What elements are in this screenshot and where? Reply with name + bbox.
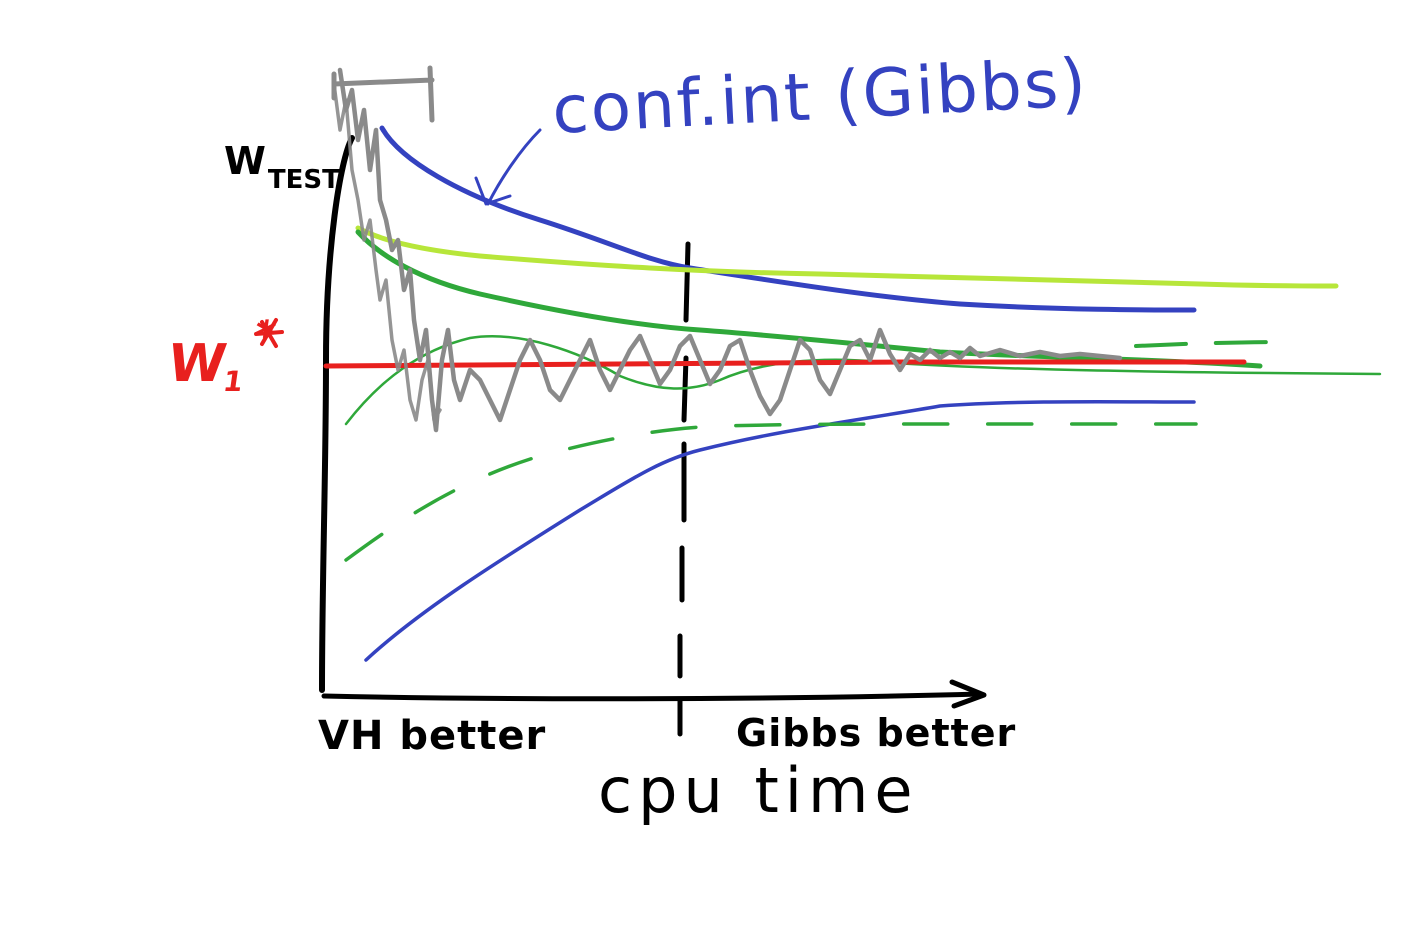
vh-gibbs-divider (677, 241, 691, 737)
vh-better-label: VH better (318, 713, 547, 759)
y-axis (319, 135, 355, 693)
w1-main: W (164, 334, 230, 394)
x-axis (321, 691, 983, 702)
gibbs-better-label: Gibbs better (736, 711, 1017, 755)
w-test-subscript: TEST (267, 165, 340, 195)
green-dashed-lower (344, 422, 1198, 562)
green-thin-curve (344, 335, 1382, 426)
x-axis-arrowhead (949, 679, 987, 709)
w1-star-label: W1 * (164, 313, 278, 398)
w1-star-line (323, 359, 1247, 369)
conf-label-arrow (474, 128, 542, 206)
lime-curve (355, 225, 1339, 289)
w-test-main: W (224, 139, 266, 183)
green-dashed-upper (1134, 340, 1284, 348)
gray-trace-main (337, 67, 1123, 433)
conf-lower-blue (364, 399, 1196, 662)
w1-star-scribble (254, 318, 284, 348)
gray-trace-secondary (332, 82, 442, 422)
x-axis-label: cpu time (598, 754, 919, 827)
w-test-label: WTEST (224, 142, 340, 193)
